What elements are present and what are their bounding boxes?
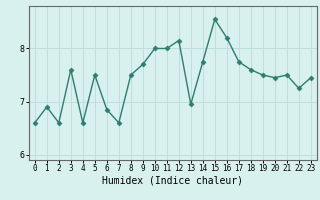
X-axis label: Humidex (Indice chaleur): Humidex (Indice chaleur) xyxy=(102,176,243,186)
